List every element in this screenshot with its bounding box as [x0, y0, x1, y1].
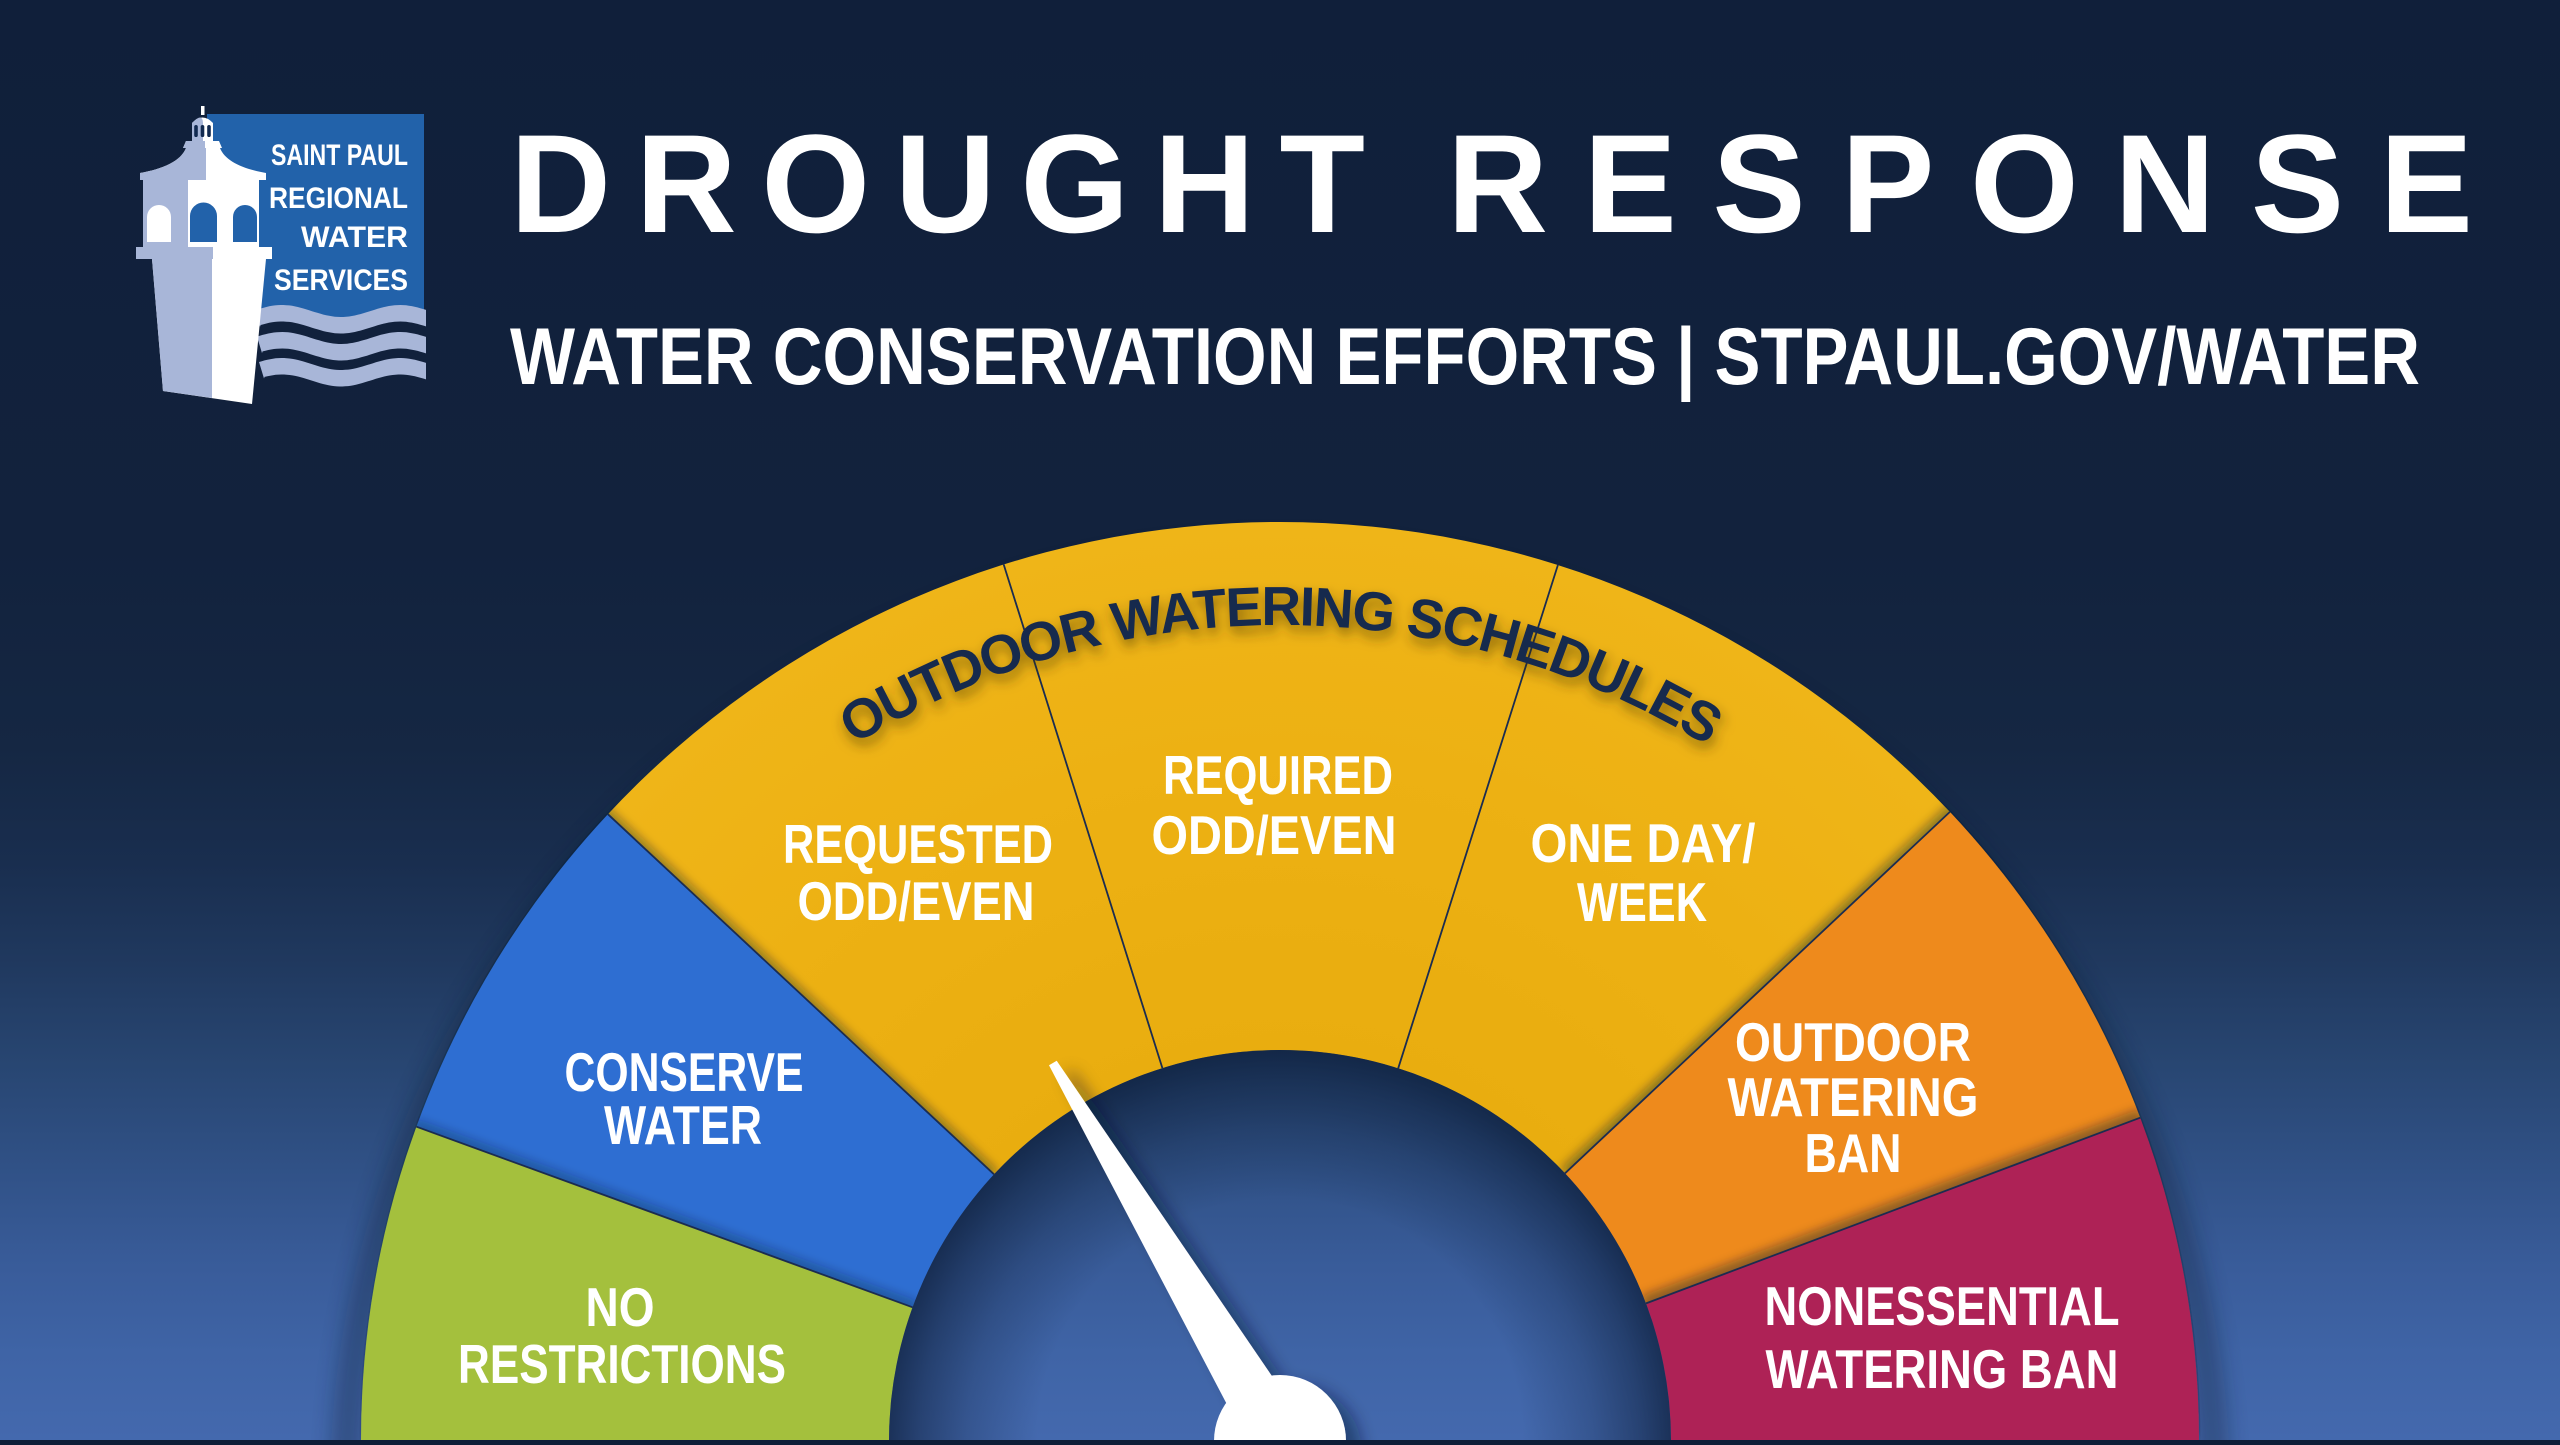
svg-text:NONESSENTIAL: NONESSENTIAL — [1765, 1275, 2120, 1337]
svg-text:SERVICES: SERVICES — [274, 264, 408, 297]
svg-text:REGIONAL: REGIONAL — [269, 182, 408, 215]
svg-text:CONSERVE: CONSERVE — [565, 1041, 804, 1103]
svg-text:REQUIRED: REQUIRED — [1163, 744, 1393, 806]
svg-text:NO: NO — [586, 1276, 655, 1338]
svg-text:BAN: BAN — [1805, 1122, 1902, 1184]
svg-text:ONE DAY/: ONE DAY/ — [1531, 812, 1756, 874]
svg-text:WEEK: WEEK — [1577, 871, 1707, 933]
svg-text:ODD/EVEN: ODD/EVEN — [1152, 804, 1397, 866]
svg-text:SAINT PAUL: SAINT PAUL — [271, 139, 408, 172]
svg-text:WATER: WATER — [604, 1094, 762, 1156]
svg-text:ODD/EVEN: ODD/EVEN — [798, 870, 1035, 932]
svg-text:WATERING BAN: WATERING BAN — [1766, 1338, 2119, 1400]
svg-text:WATERING: WATERING — [1728, 1066, 1979, 1128]
svg-text:WATER: WATER — [301, 221, 408, 254]
svg-text:RESTRICTIONS: RESTRICTIONS — [458, 1333, 786, 1395]
svg-text:DROUGHT: DROUGHT — [510, 105, 1365, 262]
svg-text:WATER CONSERVATION EFFORTS | S: WATER CONSERVATION EFFORTS | STPAUL.GOV/… — [510, 312, 2420, 403]
svg-text:REQUESTED: REQUESTED — [783, 813, 1053, 875]
svg-text:OUTDOOR: OUTDOOR — [1735, 1011, 1971, 1073]
